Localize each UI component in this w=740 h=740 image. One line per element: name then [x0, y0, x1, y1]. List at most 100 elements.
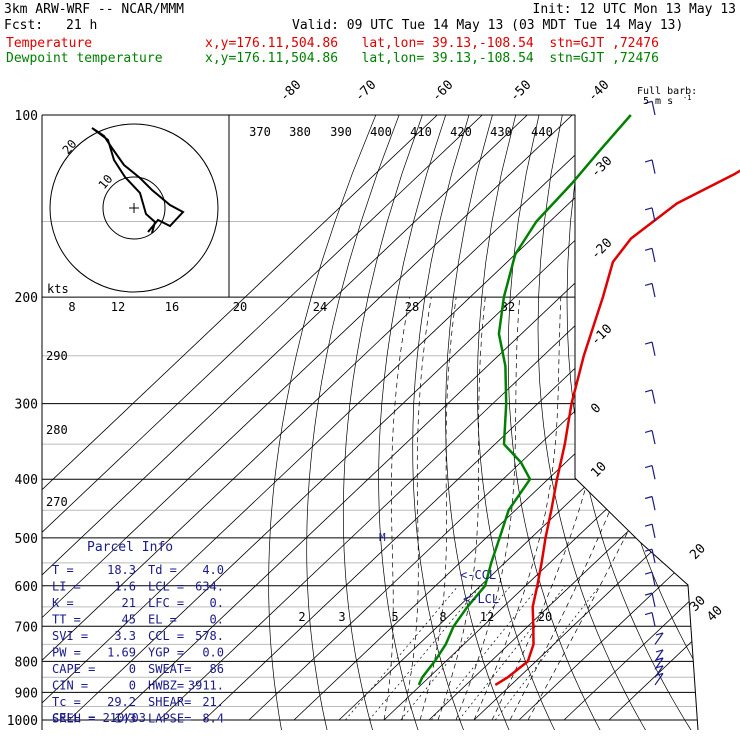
wind-barb	[651, 592, 656, 607]
parcel-param-value: 0.0	[202, 646, 224, 660]
wind-barb-flag	[644, 247, 653, 251]
diagram-outline	[41, 114, 699, 731]
temperature-station-info: x,y=176.11,504.86 lat,lon= 39.13,-108.54…	[205, 36, 659, 51]
parcel-param-name: Td =	[148, 563, 177, 577]
moist-adiabat-line	[401, 297, 432, 721]
model-title: 3km ARW-WRF -- NCAR/MMM	[4, 2, 185, 17]
parcel-param-name: LI =	[52, 580, 81, 594]
barb-legend-title: Full barb:	[637, 86, 697, 97]
wind-barb	[651, 207, 656, 222]
parcel-param-name: PW =	[52, 646, 81, 660]
wind-barb	[654, 665, 664, 678]
dry-adiabat-line	[445, 115, 511, 730]
theta-label: 280	[46, 423, 68, 437]
moist-adiabat-label: 8	[68, 300, 75, 314]
isotherm-line	[158, 115, 698, 721]
wind-barb	[654, 673, 664, 686]
hodograph-trace	[91, 127, 185, 234]
isotherm-line	[42, 115, 528, 721]
theta-e-label: 440	[531, 125, 553, 139]
moist-adiabat-line	[473, 297, 562, 721]
parcel-param-name: LFC =	[148, 596, 184, 610]
parcel-param-value: 0	[129, 679, 136, 693]
parcel-param-value: 45	[122, 613, 136, 627]
mixing-ratio-label: 2	[298, 610, 305, 624]
mixing-ratio-line	[431, 585, 540, 721]
isotherm-line	[203, 115, 698, 721]
parcel-param-value: 18.3	[107, 563, 136, 577]
dry-adiabat-line	[537, 115, 648, 730]
dry-adiabat-line	[412, 115, 470, 730]
dry-adiabat-line	[566, 115, 694, 730]
profiles	[417, 114, 740, 686]
dry-adiabat-line	[477, 115, 557, 730]
isotherm-line	[338, 115, 698, 721]
dry-adiabat-line	[674, 115, 698, 730]
wind-barb-flag	[655, 632, 664, 636]
isotherm-line	[42, 115, 618, 721]
theta-e-label: 370	[249, 125, 271, 139]
parcel-param-name: T =	[52, 563, 74, 577]
wind-barb-flag	[644, 341, 653, 345]
wind-barb	[651, 248, 656, 263]
parcel-param-name: TT =	[52, 613, 81, 627]
pressure-tick-label: 1000	[7, 714, 38, 729]
parcel-param-name: SREH =	[52, 712, 95, 726]
wind-barb-flag	[644, 159, 653, 163]
parcel-param-name: Tc =	[52, 695, 81, 709]
wind-barb-flag	[644, 495, 653, 500]
wind-barb-flag	[644, 571, 653, 575]
isotherm-tick-label: -20	[588, 236, 615, 263]
pressure-tick-label: 300	[15, 398, 38, 413]
theta-e-label: 410	[410, 125, 432, 139]
pressure-axis: 100 200 300 400 500 600 700 800 900 1000	[7, 109, 38, 729]
parcel-param-name: SVI =	[52, 629, 88, 643]
barb-legend-exponent: -1	[683, 94, 691, 102]
parcel-info-table: T = 18.3 Td = 4.0 LI = 1.6 LCL = 634. K = 21 LFC =…	[52, 563, 224, 726]
mixing-ratio-line	[368, 585, 482, 721]
moist-adiabat-line	[527, 297, 698, 721]
pressure-tick-label: 200	[15, 291, 38, 306]
pressure-tick-label: 900	[15, 686, 38, 701]
parcel-param-name: CIN =	[52, 679, 88, 693]
ccl-label: <-CCL	[460, 568, 496, 582]
theta-e-label: 390	[330, 125, 352, 139]
wind-barb	[651, 549, 656, 564]
wind-barb	[654, 649, 664, 662]
wind-barb-flag	[644, 612, 653, 616]
parcel-param-value: 0.	[210, 613, 224, 627]
parcel-info-title: Parcel Info	[87, 540, 173, 555]
moist-adiabat-label: 16	[165, 300, 179, 314]
moist-adiabat-label: 24	[313, 300, 327, 314]
parcel-param-value: 21	[122, 596, 136, 610]
parcel-param-name: SWEAT=	[148, 662, 191, 676]
theta-e-label: 430	[490, 125, 512, 139]
isotherm-line	[248, 115, 698, 721]
parcel-param-name: SHEAR=	[148, 695, 191, 709]
isotherm-line	[473, 115, 698, 721]
moist-adiabat-label: 20	[233, 300, 247, 314]
moist-adiabat-label: 12	[111, 300, 125, 314]
wind-barb	[651, 159, 656, 174]
pressure-tick-label: 700	[15, 620, 38, 635]
diagram-grid	[42, 115, 698, 730]
moist-adiabat-label: 32	[501, 300, 515, 314]
wind-barb	[651, 496, 656, 511]
hodograph-ring	[102, 176, 166, 240]
isotherm-line	[42, 115, 483, 721]
theta-e-label: 400	[370, 125, 392, 139]
hodograph-units: kts	[47, 282, 69, 296]
parcel-param-value: 1.69	[107, 646, 136, 660]
parcel-param-name: CAPE =	[52, 662, 95, 676]
moist-adiabat-label: 28	[405, 300, 419, 314]
wind-barbs	[644, 100, 664, 686]
mixing-ratio-line	[400, 585, 511, 721]
dry-adiabat-line	[342, 115, 423, 730]
mixing-ratio-label: 20	[538, 610, 552, 624]
parcel-marker: M	[379, 531, 386, 544]
isotherm-tick-label: 0	[588, 401, 604, 417]
isotherm-line	[42, 115, 573, 721]
parcel-param-value: 143	[114, 712, 136, 726]
isotherm-tick-label: -60	[429, 78, 456, 105]
